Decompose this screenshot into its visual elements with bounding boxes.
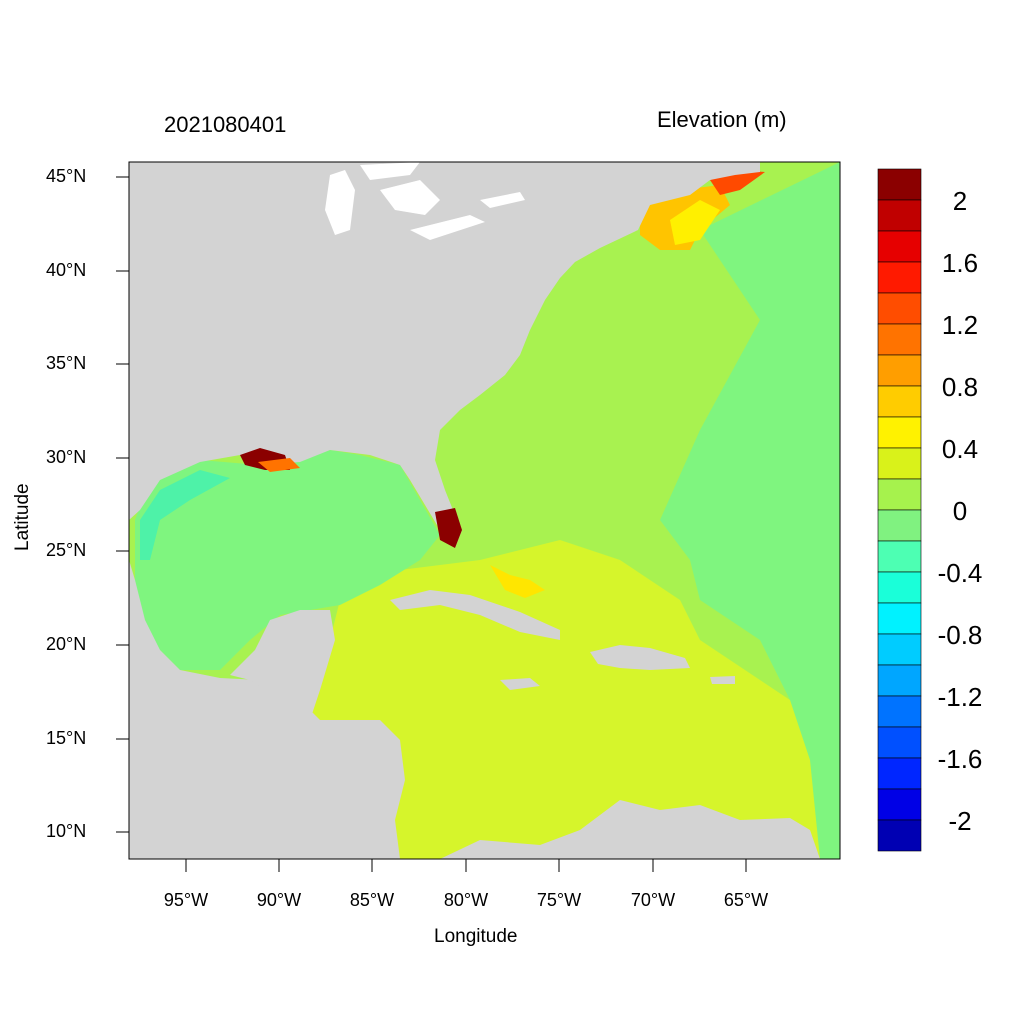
south-florida-surge [435,508,462,548]
colorbar-swatch [877,292,922,325]
plot-frame [128,161,841,860]
y-tick-label: 25°N [46,540,87,560]
colorbar-swatch [877,757,922,790]
y-tick-label: 15°N [46,728,87,748]
colorbar-swatch [877,633,922,666]
y-axis-label: Latitude [12,483,33,551]
colorbar-swatch [877,726,922,759]
colorbar [877,168,922,852]
x-tick-label: 90°W [256,890,302,910]
colorbar-swatch [877,695,922,728]
colorbar-swatch [877,664,922,697]
colorbar-swatch [877,323,922,356]
colorbar-label: 1.6 [941,248,979,278]
y-tick-label: 45°N [46,166,87,186]
lake-ontario [480,192,525,208]
y-tick-label: 35°N [46,353,87,373]
y-axis-ticks [116,176,129,833]
colorbar-swatch [877,788,922,821]
atlantic-east-field [660,162,840,859]
colorbar-swatch [877,602,922,635]
cuba-land [390,590,560,640]
colorbar-swatch [877,447,922,480]
gulf-west-shelf [140,470,230,560]
south-america-land [440,800,820,859]
x-tick-label: 85°W [349,890,395,910]
y-tick-label: 10°N [46,821,87,841]
colorbar-swatch [877,168,922,201]
louisiana-shelf [258,458,300,472]
map-panel [129,162,840,859]
lake-michigan [325,170,355,235]
colorbar-swatch [877,354,922,387]
central-america-land [129,560,405,859]
x-tick-label: 70°W [630,890,676,910]
variable-title: Elevation (m) [657,107,787,132]
colorbar-swatch [877,571,922,604]
colorbar-label: 0.4 [941,434,979,464]
colorbar-label: -0.4 [937,558,983,588]
colorbar-label: -1.6 [937,744,983,774]
x-tick-label: 80°W [443,890,489,910]
timestamp-title: 2021080401 [164,112,287,137]
colorbar-label: -1.2 [937,682,983,712]
colorbar-swatch [877,540,922,573]
colorbar-label: -0.8 [937,620,983,650]
colorbar-swatch [877,416,922,449]
lake-erie [410,215,485,240]
colorbar-swatch [877,230,922,263]
lake-huron [380,180,440,215]
lake-superior [360,162,420,180]
colorbar-label: 1.2 [941,310,979,340]
x-axis-label: Longitude [434,926,518,947]
colorbar-swatch [877,199,922,232]
bahamas-surge [490,565,545,598]
north-america-land [129,162,760,548]
puerto-rico-land [710,676,735,684]
x-tick-label: 75°W [536,890,582,910]
colorbar-label: 2 [952,186,968,216]
colorbar-swatch [877,261,922,294]
colorbar-swatch [877,509,922,542]
y-tick-label: 40°N [46,260,87,280]
yucatan-land [230,610,335,720]
gulf-field [135,450,440,670]
x-axis-ticks [185,859,747,872]
y-tick-label: 20°N [46,634,87,654]
colorbar-label: 0 [952,496,968,526]
colorbar-label: 0.8 [941,372,979,402]
colorbar-swatch [877,478,922,511]
colorbar-swatch [877,385,922,418]
colorbar-swatch [877,819,922,852]
gulf-of-maine-inner [670,200,720,245]
x-tick-label: 95°W [163,890,209,910]
y-tick-label: 30°N [46,447,87,467]
hispaniola-land [590,645,690,670]
jamaica-land [500,678,540,690]
x-tick-label: 65°W [723,890,769,910]
colorbar-label: -2 [948,806,972,836]
